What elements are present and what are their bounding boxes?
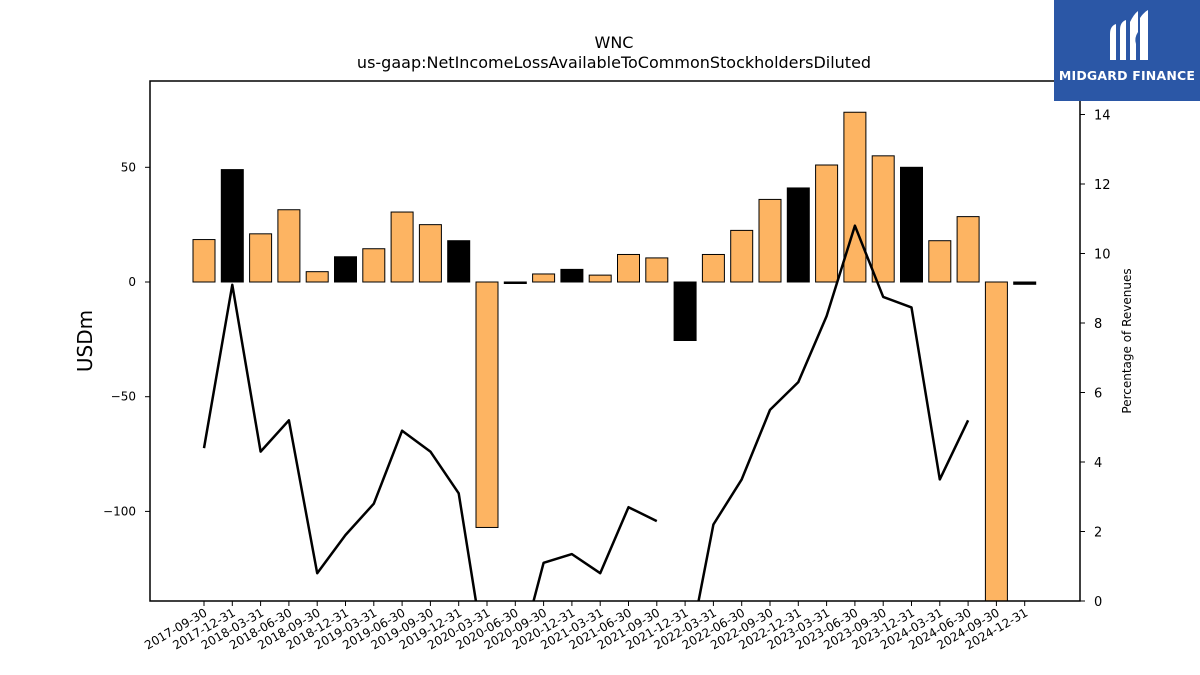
y2-tick-label: 4 xyxy=(1094,456,1102,471)
bar xyxy=(532,273,556,283)
y2-tick-label: 10 xyxy=(1094,248,1111,263)
bar xyxy=(220,169,244,283)
line-group xyxy=(202,224,970,601)
bar xyxy=(1013,281,1037,285)
bar xyxy=(730,229,754,283)
midgard-logo-text: MIDGARD FINANCE xyxy=(1058,68,1196,83)
plot-frame xyxy=(149,80,1081,602)
bar xyxy=(418,224,442,283)
chart-title: WNC xyxy=(595,33,634,52)
axes-group: 500−50−100024681012142017-09-302017-12-3… xyxy=(103,80,1111,652)
y-tick-label: −50 xyxy=(111,390,136,404)
bar xyxy=(843,111,867,283)
y2-tick-label: 8 xyxy=(1094,317,1102,332)
y-tick-label: 50 xyxy=(121,160,136,174)
bar xyxy=(447,240,471,283)
bar xyxy=(305,271,329,283)
y-tick-label: −100 xyxy=(103,504,136,518)
y2-tick-label: 14 xyxy=(1094,109,1111,124)
bar xyxy=(871,155,895,283)
bar xyxy=(956,216,980,283)
bar xyxy=(786,187,810,283)
midgard-logo: MIDGARD FINANCE xyxy=(1054,0,1200,101)
bar xyxy=(503,281,527,284)
bars-group xyxy=(192,111,1037,602)
y-axis-label: USDm xyxy=(73,310,97,372)
bar xyxy=(928,240,952,283)
bar xyxy=(758,198,782,283)
series-line xyxy=(202,224,970,601)
y2-axis-label: Percentage of Revenues xyxy=(1120,268,1134,413)
bar xyxy=(815,164,839,283)
y2-tick-label: 2 xyxy=(1094,526,1102,541)
bar xyxy=(588,274,612,283)
y2-tick-label: 12 xyxy=(1094,178,1111,193)
bar xyxy=(475,281,499,528)
midgard-logo-mark-icon xyxy=(1110,10,1148,60)
bar xyxy=(334,256,357,283)
bar xyxy=(390,211,414,283)
bar xyxy=(900,166,923,283)
y2-tick-label: 0 xyxy=(1094,595,1102,610)
bar xyxy=(277,209,301,283)
bar xyxy=(192,239,216,283)
chart-subtitle: us-gaap:NetIncomeLossAvailableToCommonSt… xyxy=(357,53,871,72)
bar xyxy=(560,268,584,283)
y2-tick-label: 6 xyxy=(1094,387,1102,402)
bar xyxy=(249,233,273,283)
bar xyxy=(645,257,669,283)
bar xyxy=(701,253,725,283)
y-tick-label: 0 xyxy=(128,275,136,289)
bar xyxy=(362,248,386,283)
bar xyxy=(984,281,1008,602)
bar xyxy=(673,281,697,341)
bar xyxy=(617,253,640,283)
